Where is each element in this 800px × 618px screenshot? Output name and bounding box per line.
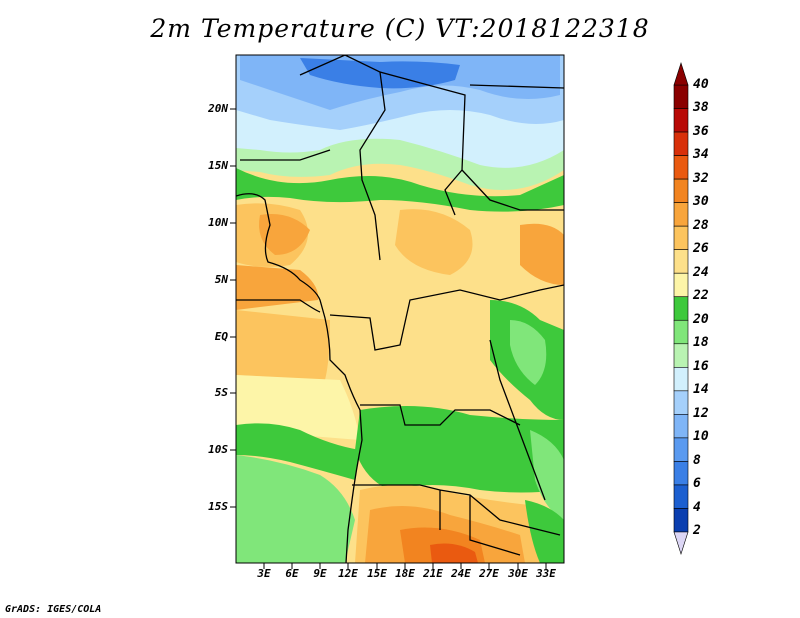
colorbar-segment — [673, 508, 689, 533]
field-south-green — [355, 406, 564, 493]
colorbar-label-26: 26 — [693, 241, 709, 256]
field-sahel — [236, 168, 564, 212]
coastline — [236, 193, 363, 563]
colorbar-segment — [673, 84, 689, 109]
colorbar-label-30: 30 — [693, 194, 709, 209]
temperature-field — [236, 55, 564, 563]
colorbar-segment — [673, 461, 689, 486]
lat-label-15n: 15N — [208, 159, 228, 172]
lon-label-6e: 6E — [285, 567, 299, 580]
colorbar-label-2: 2 — [693, 523, 701, 538]
lon-label-24e: 24E — [451, 567, 471, 580]
lat-label-5n: 5N — [214, 273, 228, 286]
border-northeast — [461, 84, 564, 211]
colorbar-segment — [673, 131, 689, 156]
colorbar-segment — [673, 249, 689, 274]
colorbar-label-18: 18 — [693, 335, 709, 350]
field-gulf-warm — [236, 265, 319, 310]
lon-label-9e: 9E — [313, 567, 327, 580]
field-central-warm — [395, 209, 473, 275]
colorbar-label-14: 14 — [693, 382, 709, 397]
colorbar-label-20: 20 — [693, 312, 709, 327]
chart-title: 2m Temperature (C) VT:2018122318 — [150, 14, 650, 43]
colorbar-label-16: 16 — [693, 359, 709, 374]
political-borders — [236, 55, 564, 563]
colorbar-segment — [673, 108, 689, 133]
lat-label-5s: 5S — [214, 386, 228, 399]
colorbar-segment — [673, 437, 689, 462]
colorbar-label-38: 38 — [693, 100, 709, 115]
map-frame — [235, 54, 565, 564]
colorbar-segment — [673, 484, 689, 509]
colorbar-label-6: 6 — [693, 476, 701, 491]
field-ocean-28 — [236, 310, 330, 380]
colorbar-label-22: 22 — [693, 288, 709, 303]
colorbar-label-8: 8 — [693, 453, 701, 468]
colorbar-segment — [673, 343, 689, 368]
lon-label-15e: 15E — [367, 567, 387, 580]
colorbar-segment — [673, 296, 689, 321]
colorbar-label-28: 28 — [693, 218, 709, 233]
border-west — [236, 149, 331, 313]
lon-label-3e: 3E — [257, 567, 271, 580]
border-central — [329, 284, 564, 351]
colorbar-label-4: 4 — [693, 500, 701, 515]
colorbar-segment — [673, 367, 689, 392]
field-west-hot — [259, 214, 310, 255]
colorbar-segment — [673, 414, 689, 439]
border-south — [352, 484, 561, 556]
colorbar-over-triangle — [673, 62, 689, 86]
colorbar-segment — [673, 225, 689, 250]
credits-footer: GrADS: IGES/COLA — [5, 604, 102, 615]
field-ocean-22 — [236, 423, 360, 480]
lat-label-20n: 20N — [208, 102, 228, 115]
lat-label-10n: 10N — [208, 216, 228, 229]
colorbar-label-10: 10 — [693, 429, 709, 444]
lon-label-33e: 33E — [536, 567, 556, 580]
field-ocean-20 — [236, 455, 355, 563]
colorbar-segment — [673, 390, 689, 415]
axis-ticks — [230, 108, 547, 569]
field-highlands-cool — [510, 320, 547, 385]
lat-label-eq: EQ — [214, 330, 228, 343]
colorbar-label-36: 36 — [693, 124, 709, 139]
lon-label-18e: 18E — [395, 567, 415, 580]
colorbar-label-34: 34 — [693, 147, 709, 162]
colorbar-segment — [673, 178, 689, 203]
lat-label-15s: 15S — [208, 500, 228, 513]
colorbar-label-32: 32 — [693, 171, 709, 186]
lat-label-10s: 10S — [208, 443, 228, 456]
colorbar-under-triangle — [673, 531, 689, 555]
field-south-cool — [530, 430, 564, 520]
lon-label-21e: 21E — [423, 567, 443, 580]
field-south-hottest — [430, 543, 478, 563]
colorbar-segment — [673, 155, 689, 180]
colorbar-label-40: 40 — [693, 77, 709, 92]
field-east-hot — [520, 223, 564, 285]
lon-label-27e: 27E — [479, 567, 499, 580]
border-east — [360, 339, 546, 501]
colorbar-segment — [673, 202, 689, 227]
lon-label-12e: 12E — [338, 567, 358, 580]
colorbar-label-12: 12 — [693, 406, 709, 421]
colorbar-label-24: 24 — [693, 265, 709, 280]
lon-label-30e: 30E — [508, 567, 528, 580]
colorbar-segment — [673, 272, 689, 298]
colorbar — [673, 62, 689, 555]
colorbar-segment — [673, 319, 689, 345]
